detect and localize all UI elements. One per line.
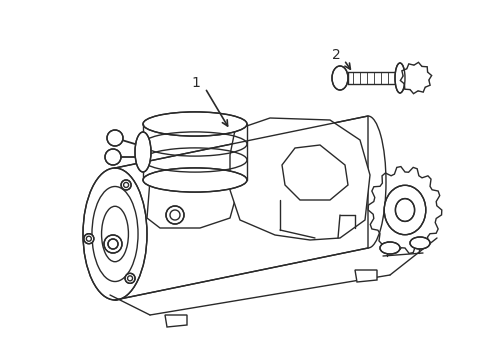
Ellipse shape — [402, 65, 428, 91]
Ellipse shape — [384, 185, 425, 235]
Polygon shape — [354, 270, 376, 282]
Polygon shape — [229, 118, 369, 240]
Ellipse shape — [142, 112, 246, 136]
Polygon shape — [147, 170, 235, 228]
Ellipse shape — [125, 273, 135, 283]
Polygon shape — [282, 145, 347, 200]
Ellipse shape — [165, 206, 183, 224]
Ellipse shape — [331, 66, 347, 90]
Ellipse shape — [395, 199, 414, 221]
Text: 2: 2 — [331, 48, 340, 62]
Ellipse shape — [121, 180, 131, 190]
Text: 1: 1 — [191, 76, 200, 90]
Polygon shape — [400, 62, 431, 94]
Ellipse shape — [394, 63, 404, 93]
Polygon shape — [367, 167, 441, 253]
Ellipse shape — [83, 168, 147, 300]
Ellipse shape — [409, 237, 429, 249]
Polygon shape — [115, 116, 367, 300]
Ellipse shape — [83, 234, 94, 244]
Ellipse shape — [142, 168, 246, 192]
Polygon shape — [164, 315, 186, 327]
Ellipse shape — [135, 132, 151, 172]
Ellipse shape — [379, 242, 399, 254]
Ellipse shape — [108, 239, 118, 249]
Ellipse shape — [104, 235, 122, 253]
Ellipse shape — [105, 149, 121, 165]
Ellipse shape — [107, 130, 123, 146]
